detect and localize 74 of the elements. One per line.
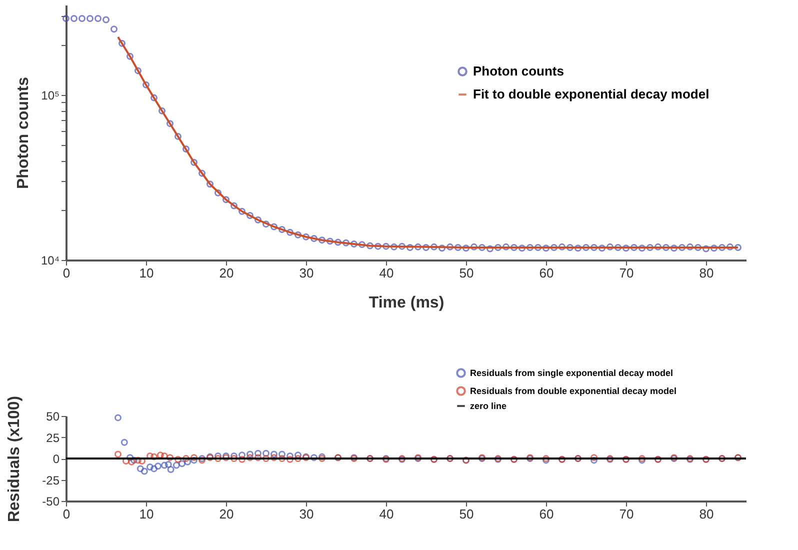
point	[126, 454, 134, 462]
point	[114, 414, 122, 422]
point	[294, 455, 302, 462]
point	[146, 464, 154, 470]
x-tick-label: 60	[539, 506, 554, 522]
point	[590, 456, 598, 464]
point	[262, 450, 270, 457]
point	[120, 438, 128, 446]
legend-label: Fit to double exponential decay model	[473, 86, 710, 102]
point	[310, 454, 318, 462]
x-tick-label: 0	[62, 266, 70, 280]
y-axis-title: Photon counts	[14, 76, 32, 189]
x-tick-label: 0	[62, 506, 70, 522]
y-tick-label: -25	[42, 473, 60, 488]
point	[270, 450, 278, 458]
line-series	[117, 36, 739, 249]
y-axis-title: Residuals (x100)	[6, 396, 24, 522]
x-tick-label: 30	[299, 506, 314, 522]
y-tick-label: 50	[46, 410, 60, 424]
x-tick-label: 30	[299, 266, 314, 280]
point	[230, 455, 238, 462]
point	[590, 454, 598, 462]
point	[160, 462, 168, 469]
x-tick-label: 50	[459, 506, 474, 522]
x-tick-label: 20	[219, 506, 234, 522]
x-tick-label: 80	[699, 506, 714, 522]
point	[214, 455, 222, 462]
x-tick-label: 40	[379, 266, 394, 280]
point	[130, 456, 138, 464]
point	[134, 456, 142, 464]
point	[278, 450, 286, 458]
point	[114, 450, 122, 458]
x-tick-label: 80	[699, 266, 714, 280]
legend-label: Residuals from double exponential decay model	[470, 386, 677, 396]
point	[136, 465, 144, 472]
point	[154, 462, 162, 470]
x-axis-title: Time (ms)	[368, 294, 444, 312]
legend-label: Photon counts	[473, 64, 564, 78]
point	[166, 454, 174, 462]
point	[164, 460, 172, 468]
point	[278, 455, 286, 462]
point	[150, 453, 158, 460]
point	[150, 465, 158, 472]
point	[270, 454, 278, 462]
y-tick-label: 0	[52, 452, 60, 466]
x-tick-label: 10	[139, 266, 154, 280]
point	[246, 454, 254, 462]
point	[167, 466, 174, 474]
x-tick-label: 70	[619, 266, 634, 280]
point	[174, 456, 182, 463]
y-tick-label: 10⁴	[40, 254, 60, 268]
point	[254, 454, 262, 462]
point	[172, 462, 180, 469]
point	[254, 450, 262, 457]
legend-label: Residuals from single exponential decay model	[470, 368, 674, 378]
x-tick-label: 60	[539, 266, 554, 280]
point	[140, 468, 148, 475]
point	[178, 460, 186, 468]
point	[238, 456, 246, 463]
legend-label: zero line	[470, 401, 507, 411]
x-tick-label: 50	[459, 266, 474, 280]
y-tick-label: 10⁵	[41, 88, 60, 102]
x-tick-label: 10	[139, 506, 154, 522]
point	[246, 450, 254, 458]
y-tick-label: 25	[46, 430, 60, 445]
x-tick-label: 70	[619, 506, 634, 522]
y-tick-label: -50	[42, 494, 60, 508]
point	[190, 456, 198, 464]
point	[286, 456, 294, 463]
point	[182, 455, 190, 462]
x-tick-label: 20	[219, 266, 234, 280]
x-tick-label: 40	[379, 506, 394, 522]
point	[262, 455, 270, 462]
point	[190, 454, 198, 462]
